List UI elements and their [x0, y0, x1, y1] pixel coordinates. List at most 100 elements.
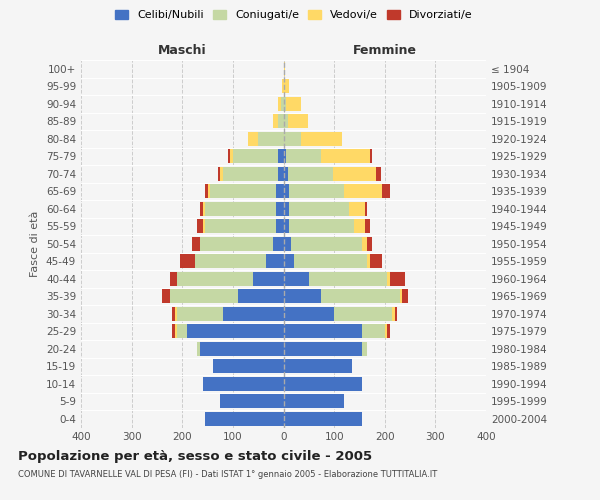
Bar — [281, 97, 284, 110]
Bar — [248, 132, 258, 145]
Bar — [322, 150, 370, 163]
Bar — [230, 150, 233, 163]
Bar — [233, 150, 278, 163]
Bar — [278, 167, 284, 180]
Bar — [210, 184, 276, 198]
Bar — [175, 307, 177, 320]
Bar — [309, 272, 387, 285]
Bar — [284, 377, 362, 390]
Bar — [370, 150, 372, 163]
Bar — [362, 237, 367, 250]
Bar — [289, 220, 355, 233]
Bar — [284, 184, 289, 198]
Bar — [200, 202, 203, 215]
Bar — [362, 342, 367, 355]
Bar — [205, 412, 284, 426]
Bar — [177, 307, 223, 320]
Bar — [212, 360, 284, 373]
Bar — [276, 202, 284, 215]
Bar — [286, 150, 322, 163]
Bar — [395, 307, 397, 320]
Bar — [162, 290, 170, 303]
Bar — [203, 202, 205, 215]
Bar — [205, 184, 208, 198]
Bar — [367, 237, 372, 250]
Bar — [172, 307, 175, 320]
Bar — [278, 97, 281, 110]
Bar — [286, 97, 301, 110]
Bar — [238, 290, 284, 303]
Bar — [365, 202, 367, 215]
Bar — [274, 237, 284, 250]
Bar — [362, 324, 385, 338]
Bar — [205, 220, 276, 233]
Bar — [274, 114, 278, 128]
Bar — [403, 290, 407, 303]
Bar — [205, 202, 276, 215]
Bar — [284, 202, 289, 215]
Bar — [284, 167, 287, 180]
Text: COMUNE DI TAVARNELLE VAL DI PESA (FI) - Dati ISTAT 1° gennaio 2005 - Elaborazion: COMUNE DI TAVARNELLE VAL DI PESA (FI) - … — [18, 470, 437, 479]
Bar — [220, 394, 284, 408]
Bar — [170, 290, 238, 303]
Bar — [177, 324, 187, 338]
Y-axis label: Fasce di età: Fasce di età — [31, 210, 40, 277]
Bar — [278, 150, 284, 163]
Bar — [284, 324, 362, 338]
Bar — [283, 80, 284, 93]
Bar — [293, 254, 367, 268]
Bar — [223, 307, 284, 320]
Bar — [278, 114, 284, 128]
Bar — [228, 150, 230, 163]
Bar — [284, 394, 344, 408]
Bar — [218, 167, 220, 180]
Bar — [284, 114, 287, 128]
Bar — [220, 167, 223, 180]
Bar — [301, 132, 342, 145]
Bar — [170, 272, 177, 285]
Bar — [390, 272, 405, 285]
Bar — [200, 342, 284, 355]
Bar — [287, 114, 308, 128]
Bar — [193, 237, 200, 250]
Bar — [266, 254, 284, 268]
Bar — [365, 220, 370, 233]
Bar — [276, 220, 284, 233]
Bar — [284, 150, 286, 163]
Bar — [284, 360, 352, 373]
Bar — [253, 272, 284, 285]
Bar — [334, 307, 392, 320]
Bar — [258, 132, 284, 145]
Bar — [370, 254, 382, 268]
Bar — [284, 342, 362, 355]
Bar — [284, 237, 291, 250]
Bar — [284, 272, 309, 285]
Bar — [284, 80, 289, 93]
Bar — [276, 184, 284, 198]
Bar — [284, 220, 289, 233]
Bar — [200, 237, 274, 250]
Bar — [284, 307, 334, 320]
Bar — [223, 167, 278, 180]
Bar — [284, 412, 362, 426]
Text: Femmine: Femmine — [353, 44, 417, 57]
Bar — [187, 324, 284, 338]
Bar — [376, 167, 381, 180]
Bar — [172, 324, 175, 338]
Bar — [355, 220, 365, 233]
Bar — [177, 272, 253, 285]
Bar — [284, 97, 286, 110]
Bar — [322, 290, 400, 303]
Bar — [387, 324, 390, 338]
Bar — [203, 220, 205, 233]
Legend: Celibi/Nubili, Coniugati/e, Vedovi/e, Divorziati/e: Celibi/Nubili, Coniugati/e, Vedovi/e, Di… — [111, 6, 477, 25]
Bar — [208, 184, 210, 198]
Bar — [197, 220, 203, 233]
Bar — [175, 324, 177, 338]
Bar — [289, 184, 344, 198]
Bar — [197, 342, 200, 355]
Bar — [392, 307, 395, 320]
Bar — [284, 254, 293, 268]
Bar — [367, 254, 370, 268]
Bar — [291, 237, 362, 250]
